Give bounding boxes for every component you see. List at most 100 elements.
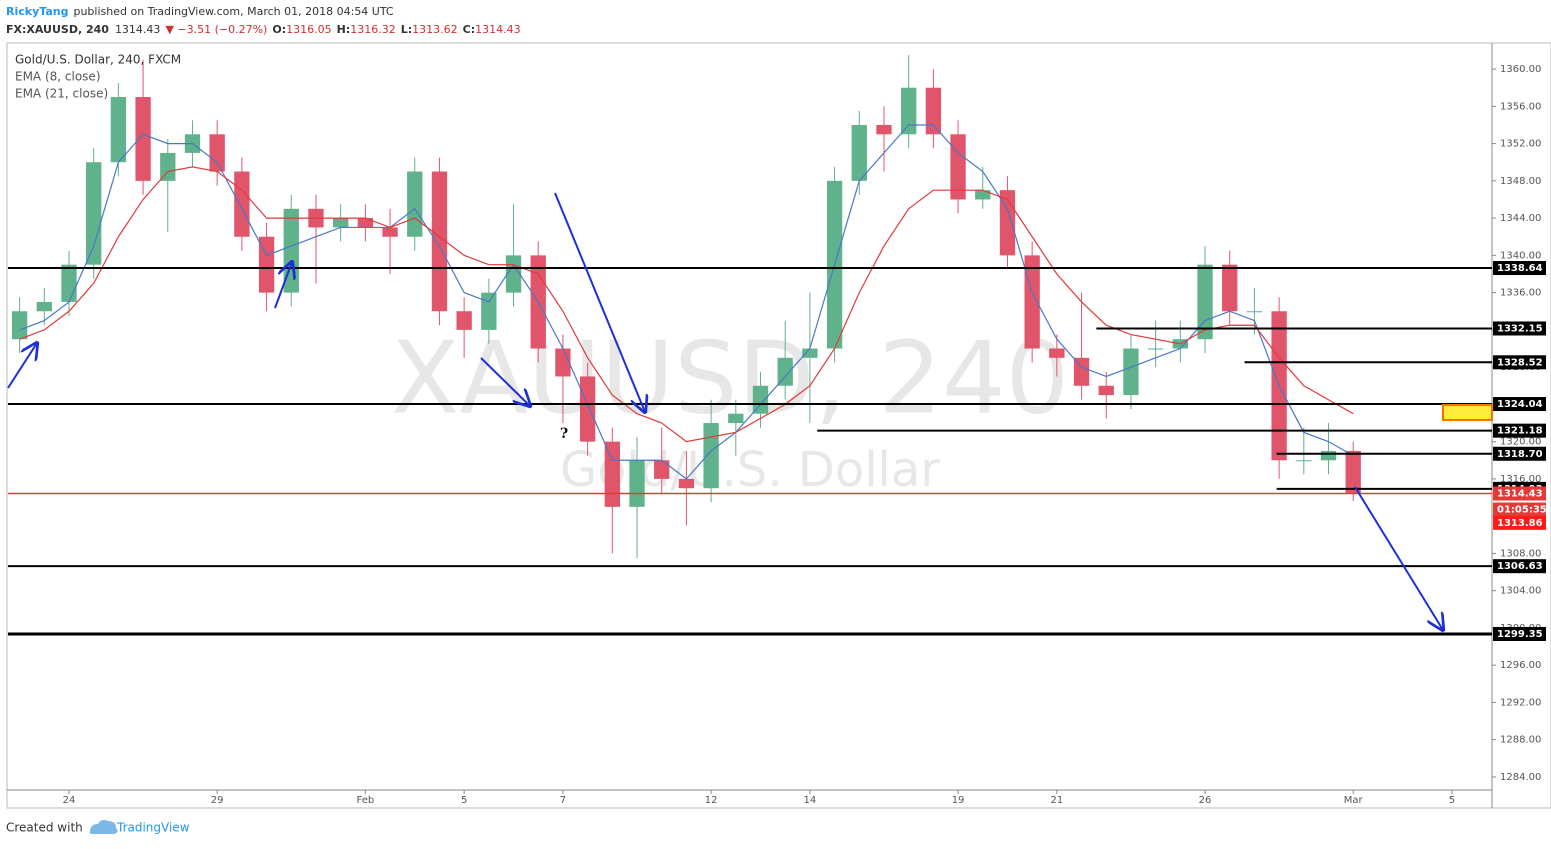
level-tag-label: 1328.52 <box>1497 357 1543 368</box>
candle <box>728 399 744 456</box>
candle-body <box>1320 450 1337 461</box>
arrow <box>1354 486 1443 630</box>
level-tag-label: 1306.63 <box>1497 561 1543 572</box>
low-label: L: <box>401 23 412 36</box>
candle <box>579 362 596 456</box>
level-tag-label: 1321.18 <box>1497 426 1543 437</box>
candle-body <box>1345 450 1361 494</box>
symbol: FX:XAUUSD, 240 <box>6 23 109 36</box>
candle <box>925 69 942 149</box>
y-tick-label: 1356.00 <box>1500 101 1541 112</box>
candle-body <box>950 134 966 200</box>
candle-body <box>629 460 645 507</box>
annotation: ? <box>560 426 568 442</box>
candle <box>1222 250 1238 326</box>
y-tick-label: 1288.00 <box>1500 735 1541 746</box>
candle-body <box>160 152 176 181</box>
y-tick-label: 1320.00 <box>1500 437 1541 448</box>
candle <box>160 138 176 233</box>
arrow <box>480 357 530 406</box>
candle <box>1246 287 1263 335</box>
candle-body <box>752 385 769 414</box>
candle-body <box>407 171 423 237</box>
legend-entry: EMA (21, close) <box>15 87 108 101</box>
y-tick-label: 1284.00 <box>1500 772 1541 783</box>
symbol-line: FX:XAUUSD, 240 1314.43 ▼ −3.51 (−0.27%) O:1… <box>6 23 521 36</box>
level-tag <box>1493 559 1546 574</box>
candle-body <box>901 87 917 135</box>
change: ▼ −3.51 (−0.27%) <box>165 23 267 36</box>
candle <box>258 222 275 312</box>
candle <box>234 157 250 251</box>
price-tag-label: 1313.86 <box>1497 518 1543 529</box>
level-tag <box>1493 446 1546 461</box>
candle-body <box>579 376 596 442</box>
candle-body <box>456 311 472 330</box>
plot <box>8 55 1492 636</box>
candle <box>431 157 448 326</box>
candle-body <box>802 348 818 358</box>
candle-body <box>61 264 77 302</box>
candle-body <box>481 292 497 330</box>
candle <box>1049 334 1065 377</box>
candle-body <box>604 441 620 507</box>
candle-body <box>999 190 1016 256</box>
price-tag-label: 01:05:35 <box>1497 505 1547 516</box>
open-label: O: <box>272 23 286 36</box>
candle-body <box>1098 385 1114 396</box>
candle <box>1345 441 1361 502</box>
candle <box>629 436 645 559</box>
candle <box>901 55 917 149</box>
high: 1316.32 <box>350 23 396 36</box>
footer-brand[interactable]: TradingView <box>116 821 190 835</box>
axes: 1284.001288.001292.001296.001300.001304.… <box>63 64 1547 806</box>
candle <box>456 297 472 358</box>
candle-body <box>1073 357 1090 386</box>
candle-body <box>431 171 448 312</box>
price-tag <box>1493 486 1546 501</box>
price-tag <box>1493 515 1546 530</box>
author[interactable]: RickyTang <box>6 5 68 18</box>
candle-body <box>851 124 867 181</box>
candle-body <box>11 311 28 340</box>
candle-body <box>209 134 225 172</box>
frame <box>6 42 1551 809</box>
candle-body <box>333 218 349 228</box>
candle <box>950 120 966 214</box>
candle <box>876 106 892 172</box>
y-tick-label: 1304.00 <box>1500 586 1541 597</box>
level-tag <box>1493 321 1546 336</box>
level-tag <box>1493 423 1546 438</box>
open: 1316.05 <box>286 23 332 36</box>
y-tick-label: 1348.00 <box>1500 176 1541 187</box>
x-tick-label: 26 <box>1199 795 1212 806</box>
candle <box>209 120 225 186</box>
candle <box>135 59 151 195</box>
candle <box>283 194 299 307</box>
price-tag <box>1493 502 1546 517</box>
candle-body <box>654 460 670 479</box>
low: 1313.62 <box>412 23 458 36</box>
x-tick-label: 7 <box>560 795 566 806</box>
candle-body <box>703 423 719 489</box>
candle <box>36 287 52 326</box>
brand-logo <box>89 820 118 834</box>
candle <box>11 297 28 354</box>
ema-line <box>19 166 1354 443</box>
x-tick-label: 29 <box>211 795 224 806</box>
ema-line <box>19 124 1354 480</box>
x-tick-label: 14 <box>804 795 817 806</box>
candle <box>1098 371 1114 419</box>
arrow <box>274 262 292 309</box>
y-tick-label: 1308.00 <box>1500 548 1541 559</box>
candle-body <box>1123 348 1139 396</box>
level-tag <box>1493 397 1546 412</box>
candle-body <box>678 478 695 489</box>
level-tag-label: 1338.64 <box>1497 263 1543 274</box>
close: 1314.43 <box>475 23 521 36</box>
candle <box>802 292 818 424</box>
x-tick-label: Feb <box>356 795 374 806</box>
x-tick-label: 5 <box>461 795 467 806</box>
x-tick-label: Mar <box>1344 795 1364 806</box>
